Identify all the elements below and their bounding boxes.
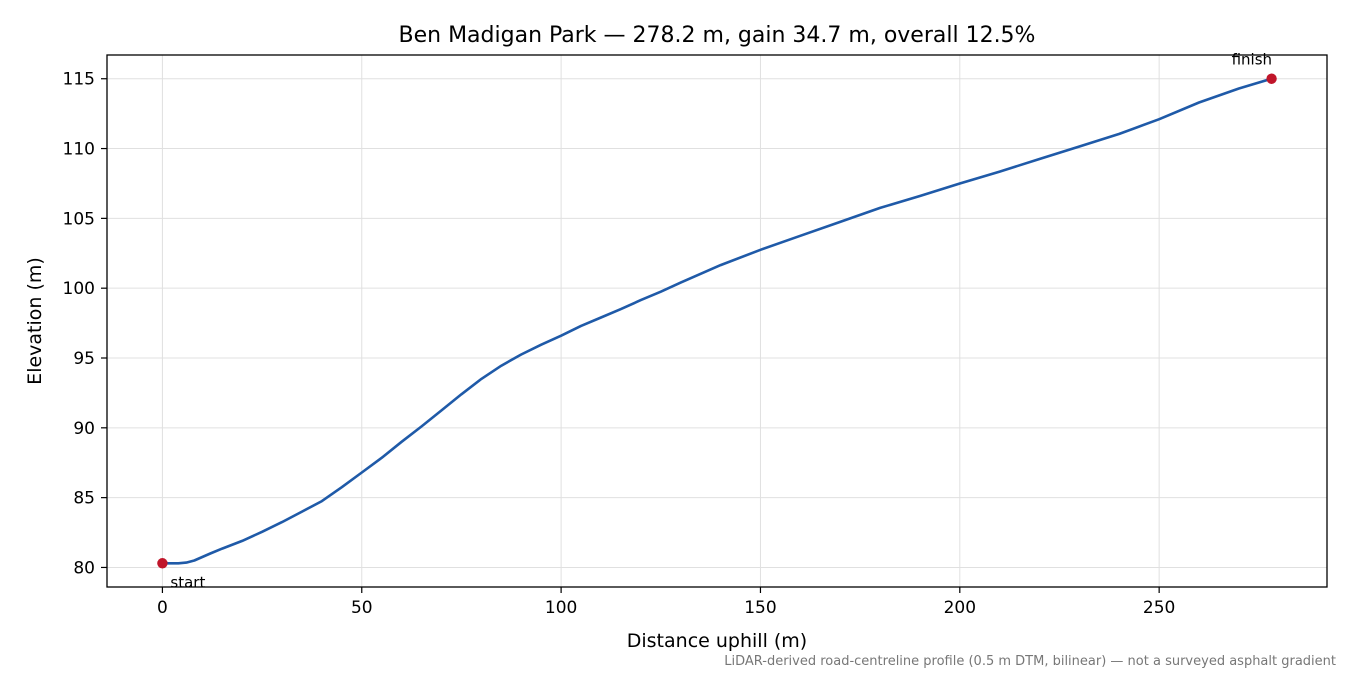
x-tick-label: 50 xyxy=(351,598,373,618)
grid-lines xyxy=(107,55,1327,587)
start-label: start xyxy=(170,573,205,591)
elevation-profile-line xyxy=(161,77,1273,565)
x-tick-label: 100 xyxy=(545,598,577,618)
annotations-layer: start finish xyxy=(157,51,1277,591)
finish-label: finish xyxy=(1232,51,1272,69)
chart-footnote: LiDAR-derived road-centreline profile (0… xyxy=(724,654,1336,669)
x-axis-label: Distance uphill (m) xyxy=(627,630,807,652)
y-tick-label: 90 xyxy=(73,419,95,439)
y-tick-label: 80 xyxy=(73,558,95,578)
x-tick-label: 150 xyxy=(744,598,776,618)
chart-title: Ben Madigan Park — 278.2 m, gain 34.7 m,… xyxy=(399,23,1036,48)
y-tick-label: 105 xyxy=(63,209,95,229)
y-tick-label: 85 xyxy=(73,489,95,509)
y-tick-label: 95 xyxy=(73,349,95,369)
axis-ticks: 0 50 100 150 200 250 80 85 90 95 100 105 110 115 xyxy=(63,70,1176,618)
x-tick-label: 250 xyxy=(1143,598,1175,618)
x-tick-label: 0 xyxy=(157,598,168,618)
series-layer xyxy=(161,77,1273,565)
y-tick-label: 100 xyxy=(63,279,95,299)
y-tick-label: 110 xyxy=(63,140,95,160)
y-tick-label: 115 xyxy=(63,70,95,90)
finish-marker xyxy=(1266,73,1277,84)
plot-frame xyxy=(106,54,1328,588)
y-axis-label: Elevation (m) xyxy=(24,257,46,385)
x-tick-label: 200 xyxy=(944,598,976,618)
start-marker xyxy=(157,558,168,569)
